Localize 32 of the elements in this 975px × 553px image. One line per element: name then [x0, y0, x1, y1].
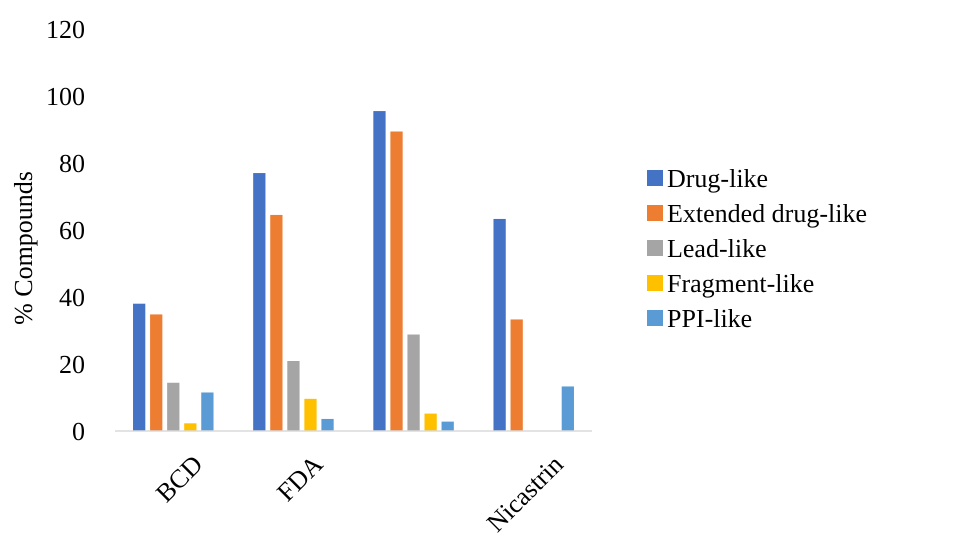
bar [390, 132, 403, 431]
y-tick-label: 80 [59, 149, 85, 178]
legend-label: Drug-like [667, 164, 768, 194]
bar [442, 422, 454, 431]
legend-label: Lead-like [667, 234, 767, 264]
bar [373, 111, 386, 431]
legend-label: Extended drug-like [667, 199, 867, 228]
bar [321, 418, 334, 431]
y-tick-label: 60 [59, 216, 85, 246]
y-tick-label: 100 [46, 82, 85, 112]
bar [184, 423, 196, 431]
legend-label: Fragment-like [667, 269, 814, 298]
bar [270, 214, 283, 431]
x-tick-label: FDA [271, 449, 329, 507]
y-tick-label: 0 [72, 417, 85, 446]
y-tick-label: 20 [59, 350, 85, 380]
bar [167, 382, 180, 431]
bar [510, 319, 523, 431]
bar [304, 398, 317, 431]
y-tick-label: 40 [59, 283, 85, 312]
y-axis-title: % Compounds [9, 171, 38, 325]
bar [287, 360, 300, 431]
bar [424, 414, 437, 431]
bar [407, 334, 420, 431]
y-tick-label: 120 [46, 15, 85, 44]
bar [150, 314, 162, 431]
bar [201, 392, 214, 431]
bar [133, 304, 146, 431]
bar [493, 218, 506, 431]
bar [562, 386, 574, 431]
bar [253, 173, 266, 431]
legend-label: PPI-like [667, 304, 752, 334]
